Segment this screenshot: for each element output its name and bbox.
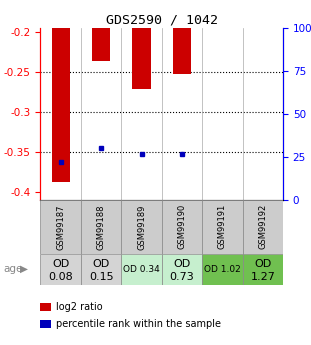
Text: 0.15: 0.15 <box>89 272 114 282</box>
Text: OD: OD <box>254 259 272 269</box>
Bar <box>173 28 191 74</box>
Bar <box>243 254 283 285</box>
Bar <box>92 28 110 61</box>
Text: OD: OD <box>92 259 110 269</box>
Text: age: age <box>3 264 22 274</box>
Text: OD 1.02: OD 1.02 <box>204 265 241 274</box>
Text: GSM99189: GSM99189 <box>137 204 146 249</box>
Text: 0.73: 0.73 <box>169 272 194 282</box>
Text: ▶: ▶ <box>20 264 28 274</box>
Bar <box>243 200 283 254</box>
Text: 0.08: 0.08 <box>48 272 73 282</box>
Text: OD: OD <box>173 259 191 269</box>
Bar <box>40 254 81 285</box>
Text: log2 ratio: log2 ratio <box>56 302 103 312</box>
Text: GSM99191: GSM99191 <box>218 204 227 249</box>
Bar <box>132 28 151 89</box>
Text: 1.27: 1.27 <box>250 272 275 282</box>
Bar <box>202 254 243 285</box>
Bar <box>52 28 70 183</box>
Text: OD: OD <box>52 259 69 269</box>
Text: GSM99187: GSM99187 <box>56 204 65 249</box>
Text: percentile rank within the sample: percentile rank within the sample <box>56 319 221 329</box>
Text: OD 0.34: OD 0.34 <box>123 265 160 274</box>
Text: GSM99188: GSM99188 <box>97 204 105 249</box>
Bar <box>202 200 243 254</box>
Text: GSM99190: GSM99190 <box>178 204 186 249</box>
Bar <box>162 200 202 254</box>
Text: GSM99192: GSM99192 <box>258 204 267 249</box>
Bar <box>121 200 162 254</box>
Bar <box>121 254 162 285</box>
Bar <box>40 200 81 254</box>
Bar <box>162 254 202 285</box>
Bar <box>81 200 121 254</box>
Title: GDS2590 / 1042: GDS2590 / 1042 <box>106 13 218 27</box>
Bar <box>81 254 121 285</box>
